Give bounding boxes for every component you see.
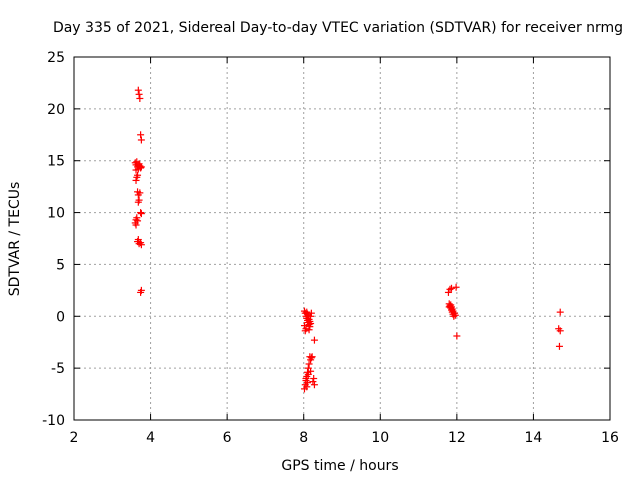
data-point (308, 353, 316, 361)
data-point (134, 86, 142, 94)
plot-frame (73, 56, 611, 421)
data-point (134, 217, 142, 225)
y-tick-label: -5 (51, 361, 65, 377)
data-point (447, 284, 455, 292)
x-axis-label: GPS time / hours (281, 458, 398, 474)
chart-title: Day 335 of 2021, Sidereal Day-to-day VTE… (53, 20, 623, 36)
data-point (452, 283, 460, 291)
data-point (132, 221, 140, 229)
x-tick-label: 8 (299, 430, 308, 446)
data-point (134, 198, 142, 206)
data-point (300, 322, 308, 330)
data-point (137, 286, 145, 294)
data-point (137, 209, 145, 217)
data-point (445, 303, 453, 311)
data-point (137, 210, 145, 218)
data-point (301, 327, 309, 335)
data-point (453, 332, 461, 340)
data-point (451, 311, 459, 319)
y-tick-label: 15 (47, 154, 65, 170)
x-tick-label: 14 (525, 430, 543, 446)
data-point (307, 309, 315, 317)
x-tick-label: 10 (371, 430, 389, 446)
x-tick-label: 12 (448, 430, 466, 446)
data-point (309, 378, 317, 386)
data-point (303, 383, 311, 391)
data-point (310, 381, 318, 389)
data-point (137, 131, 145, 139)
data-point (302, 375, 310, 383)
data-point (446, 285, 454, 293)
data-points (131, 86, 564, 393)
data-point (136, 189, 144, 197)
y-tick-labels: -10 -5 0 5 10 15 20 25 (42, 50, 65, 429)
data-point (450, 312, 458, 320)
x-tick-label: 16 (601, 430, 619, 446)
data-point (555, 342, 563, 350)
data-point (304, 379, 312, 387)
x-tick-label: 2 (70, 430, 79, 446)
data-point (310, 336, 318, 344)
y-tick-label: 25 (47, 50, 65, 66)
y-axis-label: SDTVAR / TECUs (7, 182, 23, 297)
x-tick-label: 4 (146, 430, 155, 446)
grid (74, 57, 610, 420)
data-point (310, 375, 318, 383)
data-point (137, 164, 145, 172)
data-point (305, 360, 313, 368)
data-point (305, 326, 313, 334)
data-point (307, 312, 315, 320)
data-point (137, 241, 145, 249)
data-point (307, 320, 315, 328)
x-tick-labels: 2 4 6 8 10 12 14 16 (70, 430, 619, 446)
y-tick-label: 10 (47, 206, 65, 222)
data-point (556, 327, 564, 335)
data-point (444, 288, 452, 296)
data-point (303, 308, 311, 316)
y-tick-label: 5 (56, 257, 65, 273)
y-tick-label: -10 (42, 413, 65, 429)
data-point (133, 214, 141, 222)
data-point (307, 354, 315, 362)
data-point (137, 163, 145, 171)
y-tick-label: 0 (56, 309, 65, 325)
data-point (137, 136, 145, 144)
data-point (135, 90, 143, 98)
data-point (307, 367, 315, 375)
axis-ticks (73, 56, 611, 421)
y-tick-label: 20 (47, 102, 65, 118)
data-point (556, 308, 564, 316)
data-point (132, 176, 140, 184)
data-point (132, 166, 140, 174)
data-point (136, 94, 144, 102)
x-tick-label: 6 (223, 430, 232, 446)
data-point (134, 171, 142, 179)
